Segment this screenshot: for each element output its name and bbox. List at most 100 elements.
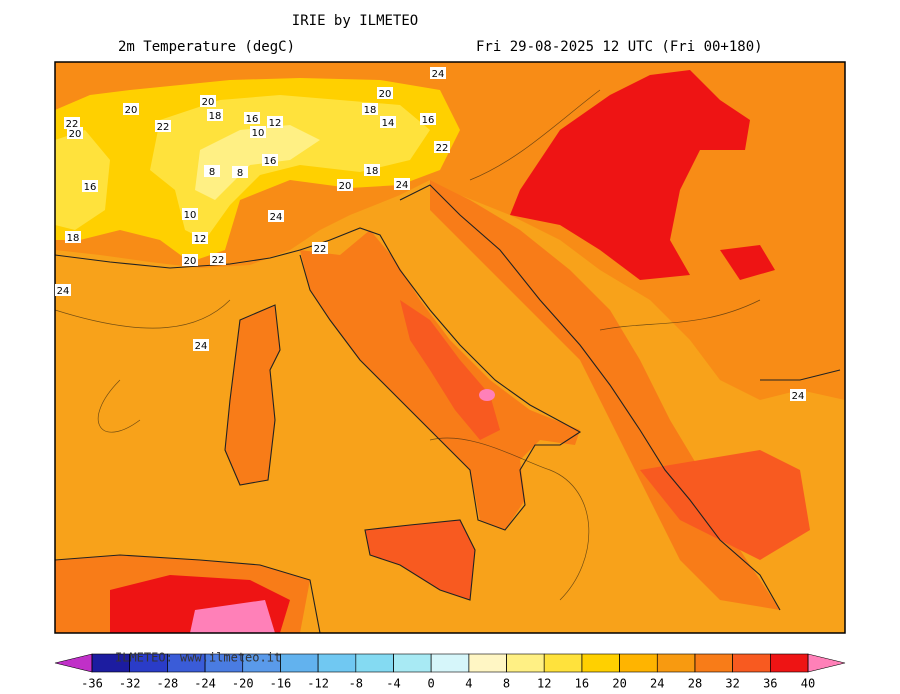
contour-label: 24 bbox=[57, 286, 70, 297]
contour-label: 18 bbox=[366, 166, 379, 177]
contour-label: 18 bbox=[364, 105, 377, 116]
colorbar-segment bbox=[543, 653, 583, 673]
colorbar-segment bbox=[393, 653, 432, 673]
contour-label: 22 bbox=[157, 122, 170, 133]
contour-label-box bbox=[207, 109, 223, 121]
contour-label: 8 bbox=[209, 167, 215, 178]
colorbar-tick-label: 0 bbox=[428, 677, 435, 691]
contour-label-box bbox=[182, 208, 198, 220]
contour-label: 20 bbox=[379, 89, 392, 100]
colorbar-tick-label: -12 bbox=[307, 677, 329, 691]
colorbar-segment bbox=[506, 653, 545, 673]
contour-label-box bbox=[200, 95, 216, 107]
contour-label-box bbox=[394, 178, 410, 190]
contour-label-box bbox=[377, 87, 393, 99]
colorbar-segment bbox=[656, 653, 696, 673]
contour-label-box bbox=[268, 210, 284, 222]
title: IRIE by ILMETEO bbox=[292, 13, 418, 29]
colorbar-segment bbox=[280, 653, 319, 673]
colorbar-tick-label: -32 bbox=[119, 677, 141, 691]
contour-label: 10 bbox=[252, 128, 265, 139]
contour-label-box bbox=[364, 164, 380, 176]
contour-label-box bbox=[65, 231, 81, 243]
contour-label: 22 bbox=[66, 119, 79, 130]
sicily bbox=[365, 520, 475, 600]
contour-label-box bbox=[250, 126, 266, 138]
colorbar-tick-label: -20 bbox=[232, 677, 254, 691]
contour-label: 8 bbox=[237, 168, 243, 179]
contour-label-box bbox=[790, 389, 806, 401]
balkan-hot bbox=[720, 245, 775, 280]
contour-label: 22 bbox=[314, 244, 327, 255]
greece bbox=[640, 450, 810, 560]
colorbar: -36 -32 -28 -24 -20 -16 -12 -8 -4 0 4 8 12 16 20 24 28 32… bbox=[54, 653, 846, 691]
valid-time: Fri 29-08-2025 12 UTC (Fri 00+180) bbox=[476, 39, 763, 55]
colorbar-tick-label: 16 bbox=[575, 677, 589, 691]
contour-label: 24 bbox=[270, 212, 283, 223]
contour-label-box bbox=[312, 242, 328, 254]
contour-label: 22 bbox=[436, 143, 449, 154]
colorbar-tick-label: 4 bbox=[465, 677, 472, 691]
hot-spot bbox=[479, 389, 495, 401]
colorbar-tick-label: 8 bbox=[503, 677, 510, 691]
contour-label-box bbox=[192, 232, 208, 244]
contour-label: 18 bbox=[67, 233, 80, 244]
contour-label: 10 bbox=[184, 210, 197, 221]
colorbar-tick-label: 28 bbox=[688, 677, 702, 691]
colorbar-segment bbox=[355, 653, 394, 673]
contour-label: 24 bbox=[195, 341, 208, 352]
map-frame bbox=[54, 61, 846, 634]
contour-label-box bbox=[64, 117, 80, 129]
colorbar-tick-label: -28 bbox=[157, 677, 179, 691]
contour-label: 12 bbox=[269, 118, 282, 129]
contour-label-box bbox=[204, 165, 220, 177]
alps-cool bbox=[150, 95, 430, 240]
contour-label: 24 bbox=[432, 69, 445, 80]
contour-label-box bbox=[82, 180, 98, 192]
colorbar-tick-label: -4 bbox=[386, 677, 400, 691]
contour-label: 20 bbox=[184, 256, 197, 267]
contour-label: 16 bbox=[422, 115, 435, 126]
colorbar-tick-label: 40 bbox=[801, 677, 815, 691]
contour-label-box bbox=[193, 339, 209, 351]
contour-label: 20 bbox=[69, 129, 82, 140]
contour-label: 16 bbox=[264, 156, 277, 167]
contour-label-box bbox=[155, 120, 171, 132]
contour-label-box bbox=[267, 116, 283, 128]
contour-label: 20 bbox=[125, 105, 138, 116]
contour-label-box bbox=[380, 116, 396, 128]
colorbar-segment bbox=[732, 653, 771, 673]
contour-label: 24 bbox=[792, 391, 805, 402]
contour-label-box bbox=[430, 67, 446, 79]
contour-label-box bbox=[244, 112, 260, 124]
contour-label-box bbox=[210, 253, 226, 265]
colorbar-tick-label: -24 bbox=[194, 677, 216, 691]
colorbar-tick-label: -8 bbox=[349, 677, 363, 691]
colorbar-tick-label: -16 bbox=[270, 677, 292, 691]
colorbar-over bbox=[807, 653, 846, 673]
hungary-hot bbox=[510, 70, 750, 280]
colorbar-tick-label: 24 bbox=[650, 677, 664, 691]
contour-label-box bbox=[123, 103, 139, 115]
contour-label-box bbox=[262, 154, 278, 166]
contour-label: 24 bbox=[396, 180, 409, 191]
contour-label: 12 bbox=[194, 234, 207, 245]
colorbar-tick-label: 36 bbox=[763, 677, 777, 691]
colorbar-tick-label: 32 bbox=[725, 677, 739, 691]
colorbar-tick-label: 12 bbox=[537, 677, 551, 691]
contour-label: 16 bbox=[84, 182, 97, 193]
apennines bbox=[400, 300, 500, 440]
contour-label-box bbox=[55, 284, 71, 296]
contour-label: 20 bbox=[202, 97, 215, 108]
contour-label-box bbox=[337, 179, 353, 191]
colorbar-segment bbox=[468, 653, 507, 673]
colorbar-segment bbox=[317, 653, 357, 673]
contour-label: 20 bbox=[339, 181, 352, 192]
contour-label-box bbox=[434, 141, 450, 153]
watermark: ILMETEO: www.ilmeteo.it bbox=[115, 651, 281, 665]
colorbar-segment bbox=[581, 653, 620, 673]
colorbar-segment bbox=[694, 653, 733, 673]
contour-label: 18 bbox=[209, 111, 222, 122]
